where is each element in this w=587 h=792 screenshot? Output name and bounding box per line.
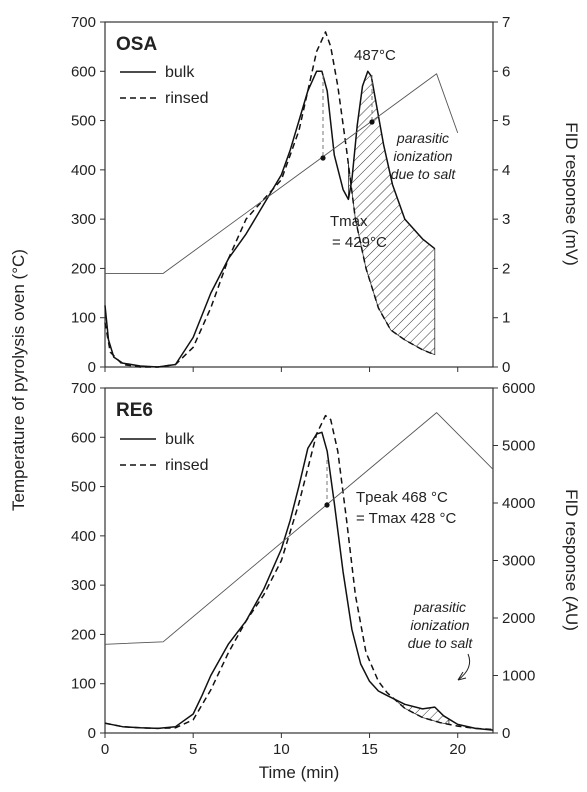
y-right-tick-label-1: 2000 (502, 610, 535, 627)
rinsed-line-0 (104, 31, 436, 368)
tpeak-marker (324, 502, 330, 508)
legend-label-bulk-osa: bulk (165, 64, 195, 81)
y-left-tick-label-0: 500 (71, 113, 96, 130)
panel-osa: 0 100 200 300 400 500 600 700 0 1 2 3 4 5 6 7 Tmax = 429°… (71, 14, 581, 376)
y-right-tick-label-0: 4 (502, 162, 510, 179)
panel-title-osa: OSA (116, 34, 157, 55)
y-right-tick-label-0: 7 (502, 14, 510, 31)
x-axis-label: Time (min) (259, 763, 340, 782)
plot-frame-re6 (104, 387, 494, 734)
x-tick-label: 5 (189, 741, 197, 758)
y-right-tick-label-1: 5000 (502, 438, 535, 455)
arrow-icon (457, 653, 471, 681)
x-tick-label: 10 (273, 741, 290, 758)
y-left-tick-label-1: 700 (71, 380, 96, 397)
oven-temperature-line-0 (105, 73, 459, 274)
legend-label-rinsed-osa: rinsed (165, 90, 209, 107)
y-right-tick-label-1: 3000 (502, 553, 535, 570)
plot-frame-osa (104, 21, 494, 368)
y-right-tick-label-0: 3 (502, 211, 510, 228)
legend-re6: bulk rinsed (120, 431, 209, 474)
annotation-parasitic-line-1-re6: parasitic (413, 599, 466, 615)
annotation-parasitic-line-2-re6: ionization (410, 617, 469, 633)
y-left-tick-label-1: 100 (71, 676, 96, 693)
legend-osa: bulk rinsed (120, 64, 209, 107)
y-left-tick-label-1: 0 (88, 725, 96, 742)
legend-label-bulk-re6: bulk (165, 431, 195, 448)
y-left-tick-label-0: 0 (88, 359, 96, 376)
y-left-tick-label-0: 400 (71, 162, 96, 179)
y-right-tick-label-0: 2 (502, 260, 510, 277)
annotation-parasitic-line-3-osa: due to salt (391, 166, 457, 182)
annotation-tpeak: Tpeak 468 °C (356, 489, 448, 506)
y-right-tick-label-0: 5 (502, 113, 510, 130)
y-left-tick-label-1: 400 (71, 528, 96, 545)
y-left-tick-label-1: 200 (71, 626, 96, 643)
annotation-tmax-re6: = Tmax 428 °C (356, 510, 457, 527)
y-left-tick-label-0: 200 (71, 260, 96, 277)
annotation-parasitic-line-2-osa: ionization (393, 148, 452, 164)
bulk-line-0 (104, 70, 436, 368)
y-right-tick-label-0: 0 (502, 359, 510, 376)
y-axis-label-right-osa: FID response (mV) (562, 122, 581, 266)
tmax-marker (320, 155, 326, 161)
y-left-tick-label-1: 500 (71, 479, 96, 496)
x-tick-label: 15 (361, 741, 378, 758)
marks-re6: 0100200300400500600700010002000300040005… (71, 380, 535, 758)
annotation-parasitic-line-3-re6: due to salt (408, 635, 474, 651)
bulk-line-1 (104, 431, 494, 731)
legend-label-rinsed-re6: rinsed (165, 457, 209, 474)
y-left-tick-label-0: 600 (71, 63, 96, 80)
y-left-tick-label-0: 700 (71, 14, 96, 31)
y-right-tick-label-1: 6000 (502, 380, 535, 397)
panel-re6: 0100200300400500600700010002000300040005… (71, 380, 581, 758)
annotation-tmax-label: Tmax (330, 213, 368, 230)
y-left-tick-label-0: 300 (71, 211, 96, 228)
annotation-487: 487°C (354, 47, 396, 64)
y-axis-label-left: Temperature of pyrolysis oven (°C) (9, 249, 28, 511)
y-right-tick-label-0: 1 (502, 310, 510, 327)
y-left-tick-label-1: 600 (71, 429, 96, 446)
y-right-tick-label-1: 0 (502, 725, 510, 742)
x-tick-label: 0 (101, 741, 109, 758)
y-left-tick-label-1: 300 (71, 577, 96, 594)
marks-osa: 0 100 200 300 400 500 600 700 0 1 2 3 4 5 6 7 Tmax = 429°… (71, 14, 510, 376)
rinsed-line-1 (104, 414, 494, 731)
oven-temperature-line-1 (104, 412, 494, 645)
y-right-tick-label-0: 6 (502, 63, 510, 80)
peak-487-marker (369, 119, 375, 125)
y-left-tick-label-0: 100 (71, 310, 96, 327)
y-right-tick-label-1: 4000 (502, 495, 535, 512)
y-axis-label-right-re6: FID response (AU) (562, 489, 581, 631)
annotation-parasitic-line-1-osa: parasitic (396, 130, 449, 146)
arrowhead-icon (457, 671, 467, 681)
y-right-tick-label-1: 1000 (502, 668, 535, 685)
annotation-tmax-value: = 429°C (332, 234, 387, 251)
panel-title-re6: RE6 (116, 400, 153, 421)
x-tick-label: 20 (449, 741, 466, 758)
